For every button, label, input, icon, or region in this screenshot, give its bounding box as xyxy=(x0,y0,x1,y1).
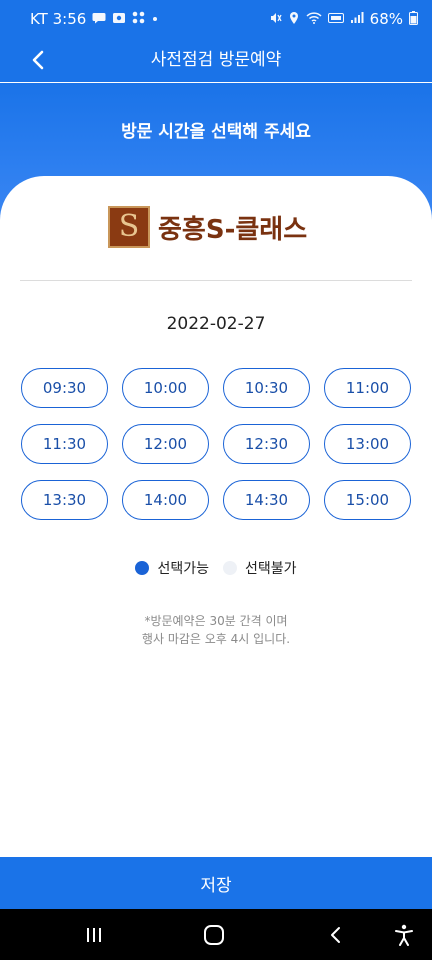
save-button[interactable]: 저장 xyxy=(0,857,432,909)
battery-icon xyxy=(409,10,418,28)
time-slot-button[interactable]: 11:00 xyxy=(324,368,411,408)
system-nav-bar xyxy=(0,909,432,960)
time-slot-button[interactable]: 11:30 xyxy=(21,424,108,464)
time-slot-button[interactable]: 15:00 xyxy=(324,480,411,520)
time-slot-button[interactable]: 13:00 xyxy=(324,424,411,464)
brand-name: 중흥S-클래스 xyxy=(158,214,308,245)
status-left: KT 3:56 xyxy=(30,10,159,28)
gallery-icon xyxy=(112,12,126,27)
back-button[interactable] xyxy=(22,44,54,76)
hero-title: 방문 시간을 선택해 주세요 xyxy=(121,122,311,142)
legend-available-label: 선택가능 xyxy=(157,561,209,577)
note-line-1: *방문예약은 30분 간격 이며 xyxy=(144,614,288,628)
app-header: 사전점검 방문예약 xyxy=(0,38,432,82)
status-right: 68% xyxy=(268,10,418,28)
dot-icon xyxy=(151,13,159,26)
time-slot-button[interactable]: 14:30 xyxy=(223,480,310,520)
mute-icon xyxy=(268,11,282,28)
card-divider xyxy=(20,280,412,281)
time-slot-button[interactable]: 10:00 xyxy=(122,368,209,408)
reservation-note: *방문예약은 30분 간격 이며 행사 마감은 오후 4시 입니다. xyxy=(0,612,432,648)
content-card: S 중흥S-클래스 2022-02-27 09:30 10:00 10:30 11:0… xyxy=(0,176,432,857)
time-slot-grid: 09:30 10:00 10:30 11:00 11:30 12:00 12:30 13:00… xyxy=(21,368,411,520)
accessibility-button[interactable] xyxy=(390,921,418,949)
note-line-2: 행사 마감은 오후 4시 입니다. xyxy=(141,632,291,646)
time-slot-button[interactable]: 09:30 xyxy=(21,368,108,408)
nav-back-button[interactable] xyxy=(322,921,350,949)
header-divider xyxy=(0,82,432,83)
legend-unavailable: 선택불가 xyxy=(223,558,297,578)
home-icon xyxy=(204,925,224,945)
legend: 선택가능 선택불가 xyxy=(0,558,432,578)
back-icon xyxy=(331,927,340,943)
battery-percent: 68% xyxy=(369,10,403,28)
recent-apps-icon xyxy=(87,928,101,942)
volte-icon xyxy=(327,12,344,27)
legend-unavailable-label: 선택불가 xyxy=(245,561,297,577)
chat-bubble-icon xyxy=(92,12,106,27)
apps-icon xyxy=(132,11,145,27)
status-bar: KT 3:56 68% xyxy=(0,0,432,38)
brand-logo: S 중흥S-클래스 xyxy=(108,206,307,248)
location-icon xyxy=(288,11,300,28)
time-slot-button[interactable]: 12:00 xyxy=(122,424,209,464)
time-slot-button[interactable]: 14:00 xyxy=(122,480,209,520)
page-title: 사전점검 방문예약 xyxy=(150,50,282,70)
chevron-left-icon xyxy=(32,50,44,70)
available-dot-icon xyxy=(135,561,150,575)
signal-icon xyxy=(350,11,364,27)
carrier-time: KT 3:56 xyxy=(30,10,87,28)
legend-available: 선택가능 xyxy=(135,558,209,578)
recent-apps-button[interactable] xyxy=(80,921,108,949)
s-class-logo-mark: S xyxy=(108,206,150,248)
unavailable-dot-icon xyxy=(223,561,237,575)
time-slot-button[interactable]: 12:30 xyxy=(223,424,310,464)
selected-date: 2022-02-27 xyxy=(166,314,266,334)
logo-mark-letter: S xyxy=(118,209,140,244)
wifi-icon xyxy=(306,11,322,27)
home-button[interactable] xyxy=(200,921,228,949)
time-slot-button[interactable]: 10:30 xyxy=(223,368,310,408)
accessibility-icon xyxy=(395,924,413,946)
time-slot-button[interactable]: 13:30 xyxy=(21,480,108,520)
